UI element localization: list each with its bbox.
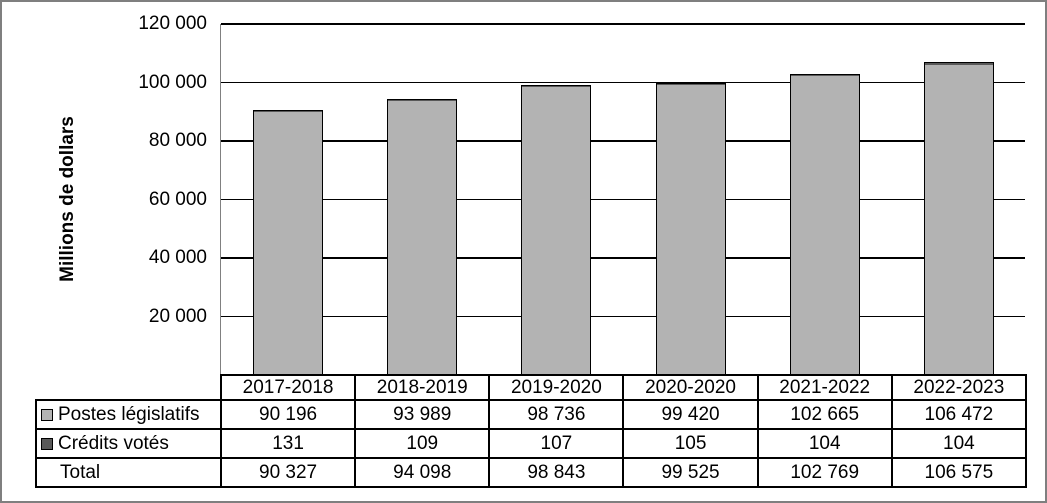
y-axis-tick-labels: 120 000 100 000 80 000 60 000 40 000 20 000 (2, 2, 207, 501)
y-tick-label: 80 000 (148, 130, 207, 151)
value-cell: 106 575 (890, 457, 1027, 488)
grid-line (221, 140, 1025, 142)
data-table: 2017-2018 2018-2019 2019-2020 2020-2020 2021… (35, 374, 1027, 488)
value-cell: 98 736 (488, 399, 625, 430)
value-cell: 102 665 (756, 399, 893, 430)
bar-2020-2020 (655, 83, 726, 375)
row-label-cell: Postes législatifs (35, 399, 222, 430)
table-header-cell: 2019-2020 (488, 374, 625, 401)
value-cell: 104 (890, 428, 1027, 459)
value-cell: 105 (622, 428, 759, 459)
plot-area (220, 23, 1025, 375)
value-cell: 106 472 (890, 399, 1027, 430)
value-cell: 90 196 (219, 399, 357, 430)
value-cell: 104 (756, 428, 893, 459)
table-row: Postes législatifs 90 196 93 989 98 736 99 4… (35, 399, 1027, 430)
value-cell: 102 769 (756, 457, 893, 488)
grid-line (221, 315, 1025, 318)
table-header-cell: 2022-2023 (890, 374, 1027, 401)
bar-segment-credits-votes (388, 99, 457, 102)
grid-line (221, 81, 1025, 84)
bar-segment-credits-votes (924, 63, 993, 65)
table-header-cell: 2017-2018 (219, 374, 357, 401)
y-tick-label: 60 000 (148, 188, 207, 210)
bar-segment-credits-votes (790, 74, 859, 76)
value-cell: 90 327 (219, 457, 357, 488)
grid-line (221, 23, 1025, 25)
table-header-cell: 2018-2019 (354, 374, 491, 401)
table-corner-cell (36, 375, 221, 400)
value-cell: 94 098 (354, 457, 491, 488)
bars-container (221, 24, 1025, 375)
value-cell: 109 (354, 428, 491, 459)
bar-segment-credits-votes (522, 86, 591, 88)
y-tick-label: 100 000 (138, 71, 207, 93)
bar-2021-2022 (789, 73, 860, 375)
bar-2022-2023 (923, 62, 994, 375)
table-header-cell: 2021-2022 (756, 374, 893, 401)
y-tick-label: 20 000 (148, 305, 207, 327)
value-cell: 99 525 (622, 457, 759, 488)
bar-segment-credits-votes (656, 84, 725, 86)
value-cell: 99 420 (622, 399, 759, 430)
table-row: Total 90 327 94 098 98 843 99 525 102 769 106 … (35, 457, 1027, 488)
table-header-cell: 2020-2020 (622, 374, 759, 401)
row-label-cell: Crédits votés (35, 428, 222, 459)
bar-2018-2019 (387, 98, 458, 375)
value-cell: 107 (488, 428, 625, 459)
grid-line (221, 257, 1025, 259)
bar-2017-2018 (253, 109, 324, 375)
table-row: Crédits votés 131 109 107 105 104 104 (35, 428, 1027, 459)
row-label-cell: Total (35, 457, 222, 488)
y-tick-label: 40 000 (148, 247, 207, 268)
y-tick-label: 120 000 (138, 13, 207, 34)
bar-2019-2020 (521, 85, 592, 375)
data-table-body: 2017-2018 2018-2019 2019-2020 2020-2020 2021… (35, 374, 1027, 488)
value-cell: 93 989 (354, 399, 491, 430)
legend-swatch-credits-votes (41, 437, 53, 450)
grid-line (221, 198, 1025, 201)
legend-swatch-postes-legislatifs (41, 408, 53, 421)
table-row: 2017-2018 2018-2019 2019-2020 2020-2020 2021… (36, 374, 1027, 401)
bar-segment-credits-votes (254, 110, 323, 113)
value-cell: 98 843 (488, 457, 625, 488)
value-cell: 131 (219, 428, 357, 459)
